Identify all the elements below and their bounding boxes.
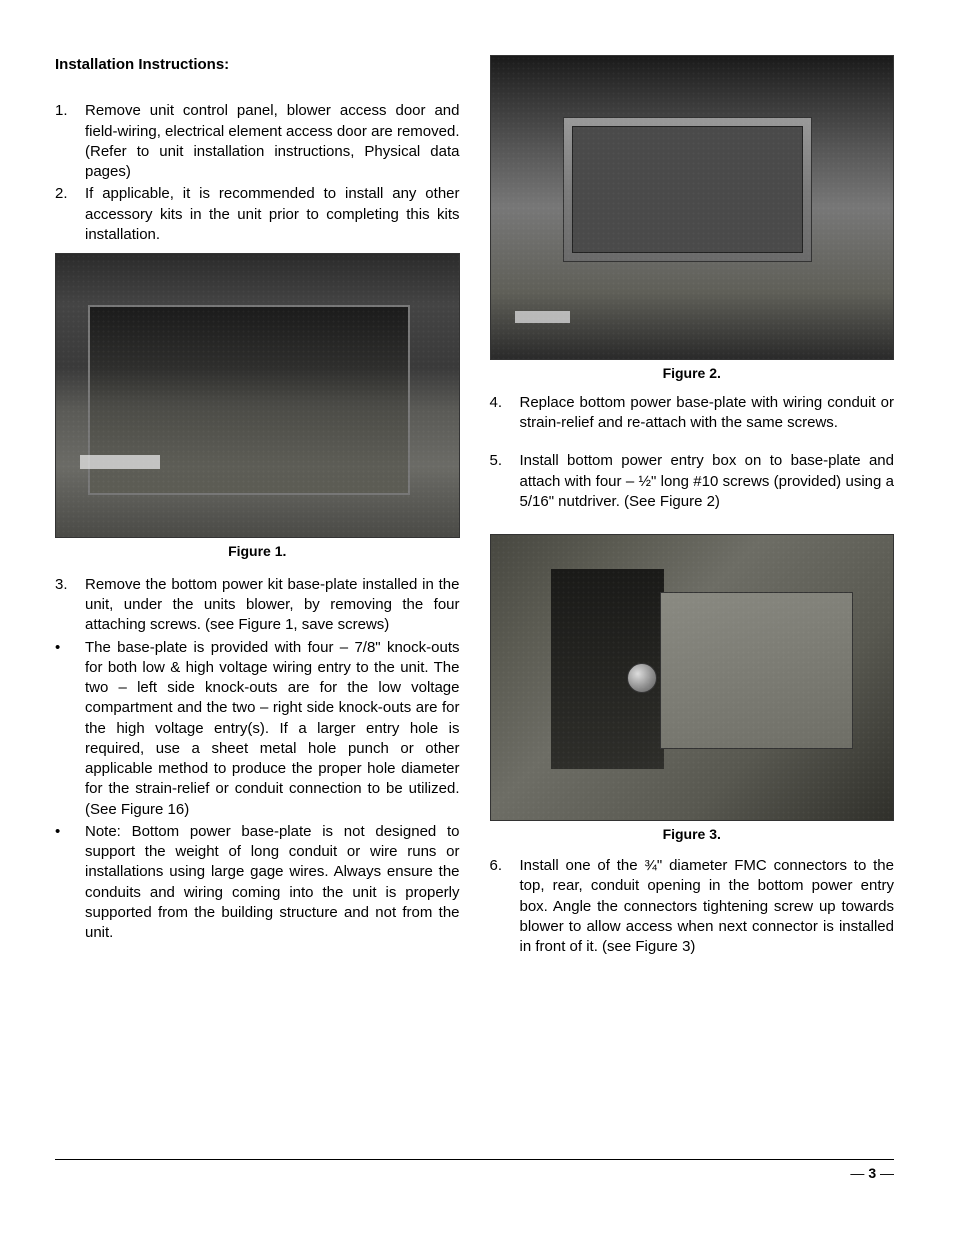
instruction-item: 6. Install one of the ¾" diameter FMC co… bbox=[490, 856, 895, 957]
figure-1: Figure 1. bbox=[55, 253, 460, 561]
instruction-bullet: • The base-plate is provided with four –… bbox=[55, 638, 460, 820]
item-text: Install one of the ¾" diameter FMC conne… bbox=[520, 856, 895, 957]
figure-3-image bbox=[490, 534, 895, 821]
item-marker: 1. bbox=[55, 101, 85, 182]
item-marker: 6. bbox=[490, 856, 520, 957]
instruction-list-right-a: 4. Replace bottom power base-plate with … bbox=[490, 393, 895, 434]
instruction-list-left-continued: 3. Remove the bottom power kit base-plat… bbox=[55, 575, 460, 944]
instruction-item: 2. If applicable, it is recommended to i… bbox=[55, 184, 460, 245]
instruction-item: 3. Remove the bottom power kit base-plat… bbox=[55, 575, 460, 636]
figure-3: Figure 3. bbox=[490, 534, 895, 844]
item-marker: 4. bbox=[490, 393, 520, 434]
item-text: Install bottom power entry box on to bas… bbox=[520, 451, 895, 512]
item-text: If applicable, it is recommended to inst… bbox=[85, 184, 460, 245]
item-text: Remove the bottom power kit base-plate i… bbox=[85, 575, 460, 636]
left-column: Installation Instructions: 1. Remove uni… bbox=[55, 55, 460, 959]
instruction-item: 1. Remove unit control panel, blower acc… bbox=[55, 101, 460, 182]
bullet-marker: • bbox=[55, 638, 85, 820]
instruction-item: 4. Replace bottom power base-plate with … bbox=[490, 393, 895, 434]
figure-1-image bbox=[55, 253, 460, 538]
figure-3-caption: Figure 3. bbox=[490, 825, 895, 844]
instruction-item: 5. Install bottom power entry box on to … bbox=[490, 451, 895, 512]
instruction-list-right-b: 5. Install bottom power entry box on to … bbox=[490, 451, 895, 512]
item-marker: 2. bbox=[55, 184, 85, 245]
figure-2-image bbox=[490, 55, 895, 360]
item-text: The base-plate is provided with four – 7… bbox=[85, 638, 460, 820]
content-area: Installation Instructions: 1. Remove uni… bbox=[55, 55, 894, 959]
section-heading: Installation Instructions: bbox=[55, 55, 460, 75]
page-number: 3 bbox=[850, 1164, 894, 1183]
page-footer: 3 bbox=[55, 1159, 894, 1183]
figure-2-caption: Figure 2. bbox=[490, 364, 895, 383]
item-marker: 5. bbox=[490, 451, 520, 512]
item-text: Remove unit control panel, blower access… bbox=[85, 101, 460, 182]
instruction-list-left: 1. Remove unit control panel, blower acc… bbox=[55, 101, 460, 245]
bullet-marker: • bbox=[55, 822, 85, 944]
figure-2: Figure 2. bbox=[490, 55, 895, 383]
item-text: Note: Bottom power base-plate is not des… bbox=[85, 822, 460, 944]
figure-1-caption: Figure 1. bbox=[55, 542, 460, 561]
instruction-bullet: • Note: Bottom power base-plate is not d… bbox=[55, 822, 460, 944]
right-column: Figure 2. 4. Replace bottom power base-p… bbox=[490, 55, 895, 959]
item-text: Replace bottom power base-plate with wir… bbox=[520, 393, 895, 434]
item-marker: 3. bbox=[55, 575, 85, 636]
instruction-list-right-c: 6. Install one of the ¾" diameter FMC co… bbox=[490, 856, 895, 957]
